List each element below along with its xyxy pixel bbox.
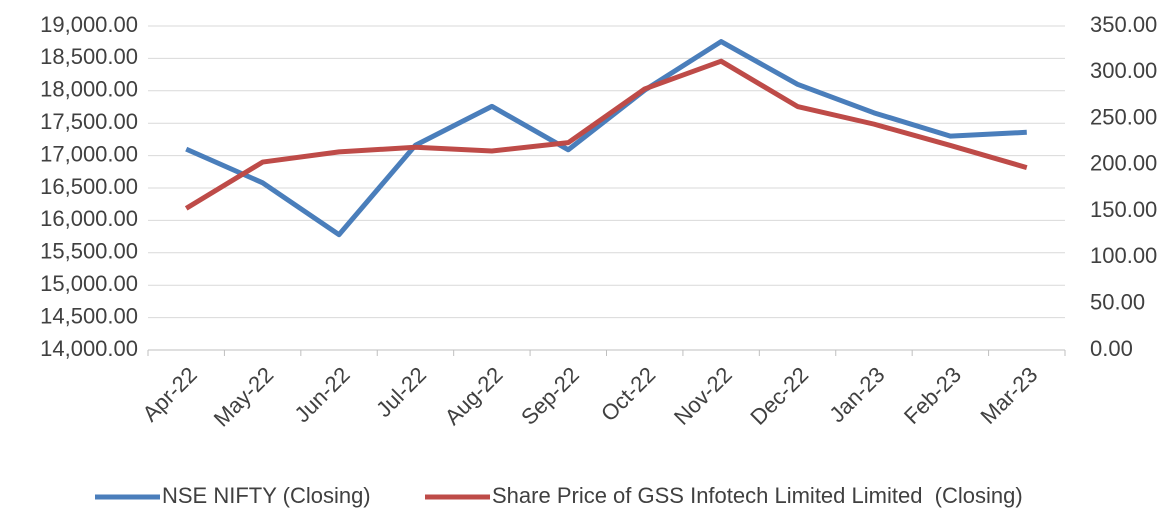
legend-label: NSE NIFTY (Closing) [162,483,371,508]
y2-tick-label: 50.00 [1090,290,1145,315]
y-tick-label: 16,000.00 [40,206,138,231]
x-tick-label: Dec-22 [745,362,813,430]
y-tick-label: 16,500.00 [40,174,138,199]
y2-tick-label: 250.00 [1090,104,1157,129]
y2-tick-label: 350.00 [1090,12,1157,37]
legend-label: Share Price of GSS Infotech Limited Limi… [492,483,1023,508]
x-tick-label: Mar-23 [975,362,1042,429]
x-tick-label: Oct-22 [596,362,660,426]
y2-tick-label: 100.00 [1090,243,1157,268]
y-tick-label: 14,000.00 [40,336,138,361]
x-tick-label: Jul-22 [371,362,431,422]
y2-tick-label: 150.00 [1090,197,1157,222]
y-tick-label: 17,500.00 [40,109,138,134]
x-tick-label: Feb-23 [899,362,966,429]
y-tick-label: 18,500.00 [40,44,138,69]
x-tick-label: Jan-23 [824,362,889,427]
y-tick-label: 17,000.00 [40,141,138,166]
x-tick-label: Nov-22 [669,362,737,430]
y2-tick-label: 300.00 [1090,58,1157,83]
series-line [185,39,1027,238]
series-line [184,58,1028,211]
y2-tick-label: 0.00 [1090,336,1133,361]
y2-tick-label: 200.00 [1090,151,1157,176]
x-tick-label: Jun-22 [289,362,354,427]
y-tick-label: 14,500.00 [40,303,138,328]
y-tick-label: 19,000.00 [40,12,138,37]
x-tick-label: Aug-22 [440,362,508,430]
x-tick-label: Sep-22 [516,362,584,430]
y-tick-label: 15,000.00 [40,271,138,296]
y-tick-label: 18,000.00 [40,77,138,102]
x-tick-label: May-22 [209,362,279,432]
y-tick-label: 15,500.00 [40,239,138,264]
x-tick-label: Apr-22 [137,362,201,426]
